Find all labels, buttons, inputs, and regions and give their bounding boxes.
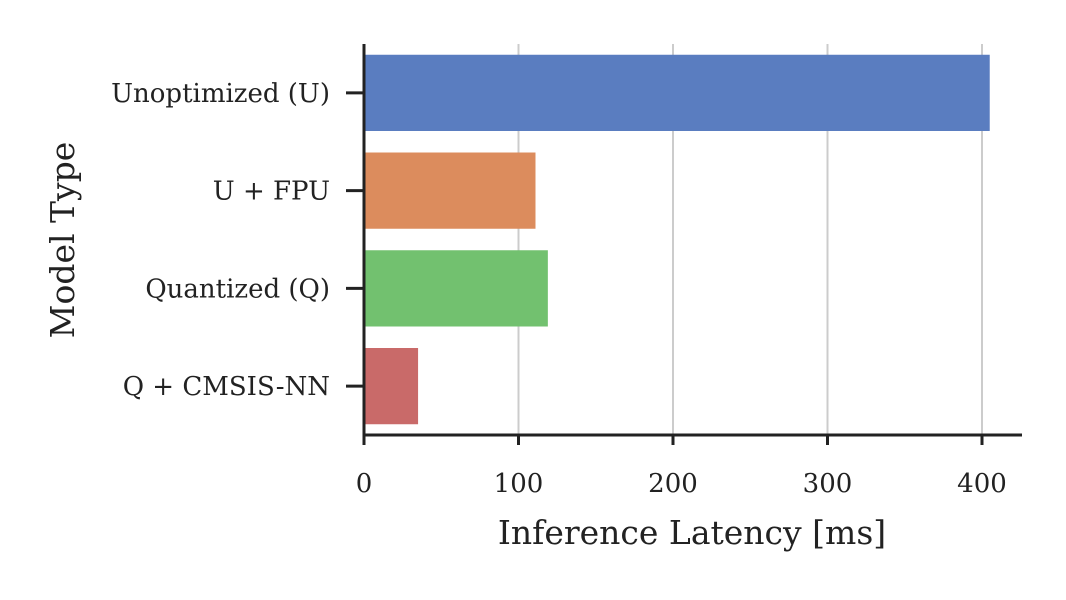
x-axis-title: Inference Latency [ms] bbox=[498, 513, 886, 552]
bars bbox=[364, 54, 990, 425]
x-tick-label: 200 bbox=[648, 469, 698, 499]
bar-unoptimized-u bbox=[364, 54, 990, 131]
x-tick-label: 0 bbox=[356, 469, 373, 499]
x-axis-ticks: 0 100 200 300 400 bbox=[356, 435, 1007, 499]
y-axis-ticks: Unoptimized (U) U + FPU Quantized (Q) Q + C… bbox=[111, 79, 364, 402]
y-tick-label: Q + CMSIS-NN bbox=[123, 372, 330, 402]
bar-quantized-q bbox=[364, 250, 548, 327]
bar-q-cmsis-nn bbox=[364, 348, 419, 425]
y-axis-title: Model Type bbox=[43, 142, 82, 339]
x-tick-label: 100 bbox=[494, 469, 544, 499]
y-tick-label: Unoptimized (U) bbox=[111, 79, 330, 109]
bar-u-fpu bbox=[364, 152, 536, 229]
x-tick-label: 300 bbox=[803, 469, 853, 499]
y-tick-label: U + FPU bbox=[213, 177, 330, 207]
y-tick-label: Quantized (Q) bbox=[145, 274, 330, 304]
x-tick-label: 400 bbox=[957, 469, 1007, 499]
